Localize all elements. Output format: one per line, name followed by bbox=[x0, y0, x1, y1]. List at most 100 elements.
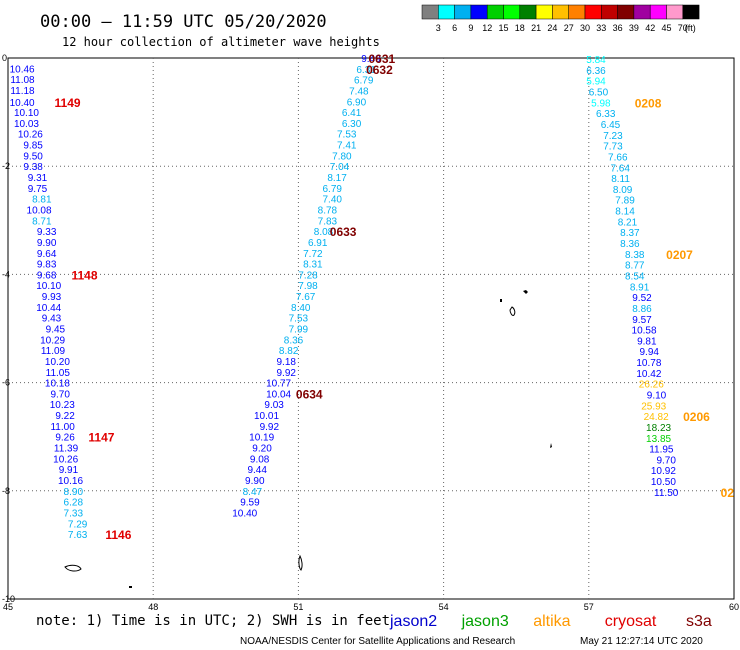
wave-height-label: 7.64 bbox=[610, 163, 630, 174]
pass-time-label: 0633 bbox=[330, 225, 357, 239]
wave-height-label: 9.45 bbox=[46, 325, 66, 336]
wave-height-label: 18.23 bbox=[646, 423, 671, 434]
wave-height-label: 6.36 bbox=[586, 66, 606, 77]
wave-height-label: 11.50 bbox=[654, 488, 679, 499]
x-tick-label: 60 bbox=[729, 602, 739, 612]
colorbar-label: 27 bbox=[564, 23, 574, 33]
wave-height-label: 9.26 bbox=[55, 433, 75, 444]
x-tick-label: 48 bbox=[148, 602, 158, 612]
wave-height-label: 10.92 bbox=[651, 466, 676, 477]
wave-height-label: 9.52 bbox=[632, 293, 652, 304]
wave-height-label: 9.31 bbox=[28, 173, 48, 184]
colorbar: 3 6 9 12 15 18 21 24 27 30 33 36 39 42 45 70(ft) bbox=[421, 4, 700, 33]
wave-height-label: 6.41 bbox=[342, 108, 362, 119]
colorbar-label: 30 bbox=[580, 23, 590, 33]
wave-height-label: 8.36 bbox=[620, 239, 640, 250]
colorbar-swatch bbox=[552, 4, 569, 20]
wave-height-label: 7.41 bbox=[337, 141, 357, 152]
colorbar-label: 3 bbox=[436, 23, 441, 33]
colorbar-swatch bbox=[503, 4, 521, 20]
colorbar-label: 42 bbox=[645, 23, 655, 33]
wave-height-label: 8.82 bbox=[279, 346, 299, 357]
pass-time-label: 1148 bbox=[71, 268, 97, 282]
wave-height-label: 8.21 bbox=[618, 217, 638, 228]
wave-height-label: 8.90 bbox=[64, 487, 84, 498]
wave-height-label: 26.26 bbox=[639, 380, 664, 391]
colorbar-swatch bbox=[486, 4, 504, 20]
footer-timestamp: May 21 12:27:14 UTC 2020 bbox=[580, 636, 703, 647]
islands bbox=[64, 290, 552, 588]
colorbar-swatch bbox=[568, 4, 586, 20]
wave-height-label: 8.86 bbox=[632, 304, 652, 315]
data-marks: 10.4611.0811.1810.4010.1010.0310.269.859… bbox=[10, 54, 679, 541]
colorbar-swatch bbox=[470, 4, 488, 20]
wave-height-label: 7.40 bbox=[322, 195, 342, 206]
wave-height-label: 8.17 bbox=[327, 173, 347, 184]
footer-credit: NOAA/NESDIS Center for Satellite Applica… bbox=[240, 636, 515, 647]
legend-entry: altika bbox=[533, 613, 570, 630]
wave-height-label: 6.79 bbox=[354, 76, 374, 87]
island-shape bbox=[500, 299, 502, 302]
wave-height-label: 10.20 bbox=[45, 357, 70, 368]
wave-height-label: 11.18 bbox=[10, 86, 35, 97]
colorbar-label: 45 bbox=[661, 23, 671, 33]
wave-height-label: 8.38 bbox=[625, 250, 645, 261]
colorbar-swatch bbox=[633, 4, 651, 20]
colorbar-label: 36 bbox=[613, 23, 623, 33]
wave-height-label: 10.23 bbox=[50, 400, 75, 411]
pass-time-label: 0206 bbox=[683, 410, 710, 424]
wave-height-label: 9.03 bbox=[264, 400, 284, 411]
wave-height-label: 11.39 bbox=[54, 444, 79, 455]
colorbar-label: 33 bbox=[596, 23, 606, 33]
wave-height-label: 10.16 bbox=[58, 476, 83, 487]
wave-height-label: 10.26 bbox=[53, 454, 78, 465]
wave-height-label: 7.04 bbox=[330, 162, 350, 173]
wave-height-label: 9.43 bbox=[42, 314, 62, 325]
chart-subtitle: 12 hour collection of altimeter wave hei… bbox=[62, 35, 380, 49]
wave-height-label: 7.83 bbox=[318, 216, 338, 227]
wave-height-label: 6.90 bbox=[347, 97, 367, 108]
legend-entry: cryosat bbox=[605, 613, 657, 630]
wave-height-label: 9.57 bbox=[632, 315, 652, 326]
wave-height-label: 9.70 bbox=[50, 389, 70, 400]
legend-entry: jason2 bbox=[389, 613, 437, 630]
colorbar-label: 6 bbox=[452, 23, 457, 33]
wave-height-label: 9.90 bbox=[245, 476, 265, 487]
wave-height-label: 7.28 bbox=[298, 270, 318, 281]
wave-height-label: 9.85 bbox=[23, 141, 43, 152]
wave-height-label: 7.29 bbox=[68, 519, 88, 530]
wave-height-label: 6.31 bbox=[356, 65, 376, 76]
wave-height-label: 9.70 bbox=[656, 455, 676, 466]
pass-time-label: 0207 bbox=[666, 248, 693, 262]
wave-height-label: 8.91 bbox=[630, 282, 650, 293]
satellite-legend: jason2 jason3 altika cryosat s3a bbox=[389, 613, 712, 630]
colorbar-label: 15 bbox=[498, 23, 508, 33]
y-tick-label: -10 bbox=[2, 594, 15, 604]
island-shape bbox=[298, 554, 303, 571]
wave-height-label: 11.08 bbox=[10, 75, 35, 86]
wave-height-label: 8.47 bbox=[243, 487, 263, 498]
axis-ticks: 45 48 51 54 57 60 0 -2 -4 -6 -8 -10 bbox=[2, 53, 739, 612]
pass-time-label: 0631 bbox=[368, 52, 395, 66]
wave-height-label: 10.78 bbox=[636, 358, 661, 369]
wave-height-label: 9.33 bbox=[37, 227, 57, 238]
wave-height-label: 10.46 bbox=[10, 64, 35, 75]
wave-height-label: 6.91 bbox=[308, 238, 328, 249]
wave-height-label: 7.33 bbox=[64, 508, 84, 519]
wave-height-label: 9.94 bbox=[640, 347, 660, 358]
wave-height-label: 10.29 bbox=[40, 335, 65, 346]
wave-height-label: 8.71 bbox=[32, 216, 52, 227]
y-tick-label: -6 bbox=[2, 378, 10, 388]
wave-height-label: 10.08 bbox=[27, 205, 52, 216]
wave-height-label: 9.75 bbox=[28, 184, 48, 195]
wave-height-label: 10.03 bbox=[14, 119, 39, 130]
wave-height-label: 8.40 bbox=[291, 303, 311, 314]
wave-height-label: 9.22 bbox=[55, 411, 75, 422]
colorbar-swatch bbox=[454, 4, 472, 20]
wave-height-label: 10.10 bbox=[36, 281, 61, 292]
wave-height-label: 10.44 bbox=[36, 303, 61, 314]
wave-height-label: 6.33 bbox=[596, 109, 616, 120]
wave-height-label: 7.53 bbox=[337, 130, 357, 141]
grid bbox=[8, 58, 734, 599]
